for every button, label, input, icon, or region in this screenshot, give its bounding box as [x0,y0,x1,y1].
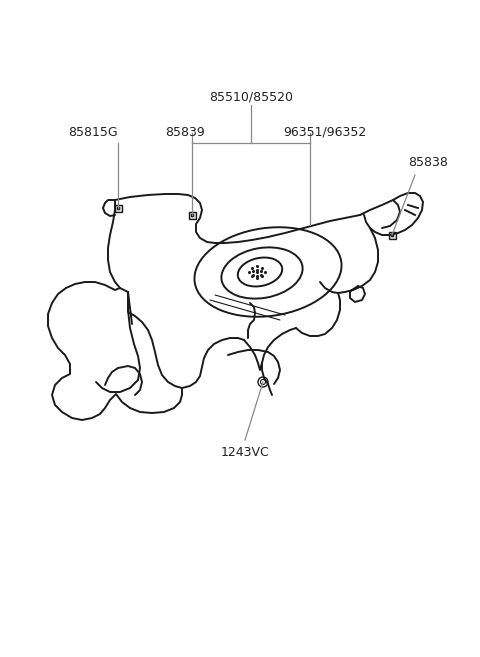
Text: 96351/96352: 96351/96352 [283,125,367,139]
Bar [388,231,396,238]
Text: 85815G: 85815G [68,125,118,139]
Text: 85510/85520: 85510/85520 [209,91,293,104]
Text: 1243VC: 1243VC [221,445,269,459]
Text: 85839: 85839 [165,125,205,139]
Bar [115,204,121,212]
Bar [189,212,195,219]
Text: 85838: 85838 [408,156,448,170]
